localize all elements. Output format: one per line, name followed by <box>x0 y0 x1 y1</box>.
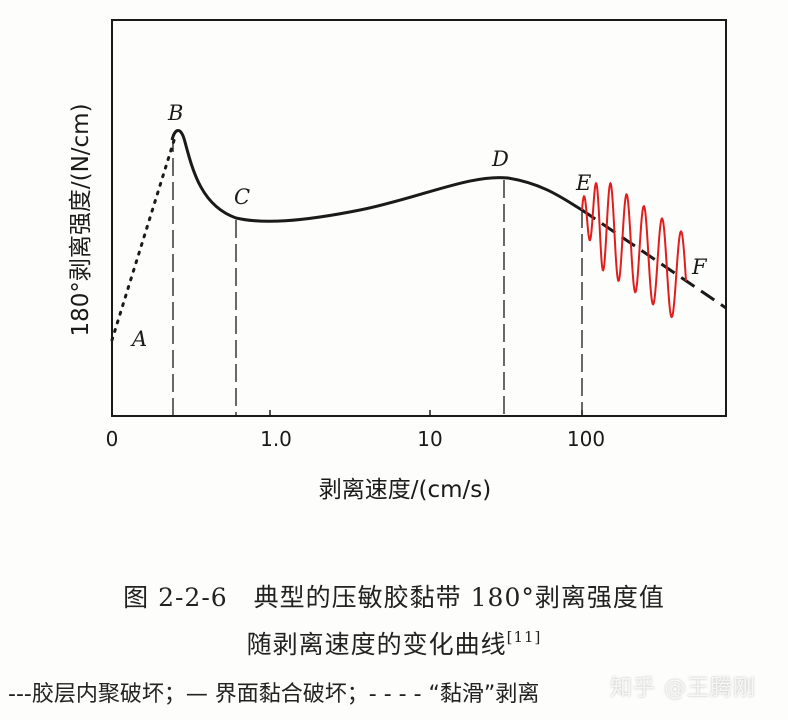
x-tick-label: 100 <box>567 427 605 451</box>
x-axis-label: 剥离速度/(cm/s) <box>319 477 491 503</box>
point-label-B: B <box>167 101 183 125</box>
x-tick-label: 0 <box>106 427 119 451</box>
point-label-C: C <box>234 185 250 209</box>
point-label-D: D <box>491 147 509 171</box>
plot-frame <box>111 19 727 417</box>
figure-caption-line1: 图 2-2-6 典型的压敏胶黏带 180°剥离强度值 <box>123 583 665 612</box>
peel-strength-chart: 0 1.0 10 100 剥离速度/(cm/s) 180°剥离强度/(N/cm)… <box>68 19 727 503</box>
y-axis-label: 180°剥离强度/(N/cm) <box>68 103 94 336</box>
point-label-F: F <box>691 255 708 279</box>
x-tick-label: 1.0 <box>260 427 292 451</box>
point-label-A: A <box>130 327 147 351</box>
watermark: 知乎 @王腾刚 <box>610 676 756 701</box>
curve-stickslip-oscillation <box>581 181 687 319</box>
caption-reference: [11] <box>506 628 542 646</box>
x-tick-label: 10 <box>417 427 442 451</box>
figure-caption-line2: 随剥离速度的变化曲线[11] <box>0 625 788 661</box>
curve-cohesive-dotted <box>110 132 178 342</box>
curve-interfacial-solid <box>170 129 583 223</box>
point-label-E: E <box>575 171 591 195</box>
caption-text: 随剥离速度的变化曲线 <box>246 630 507 659</box>
legend-note: ---胶层内聚破坏；— 界面黏合破坏；- - - - “黏滑”剥离 <box>8 682 540 707</box>
